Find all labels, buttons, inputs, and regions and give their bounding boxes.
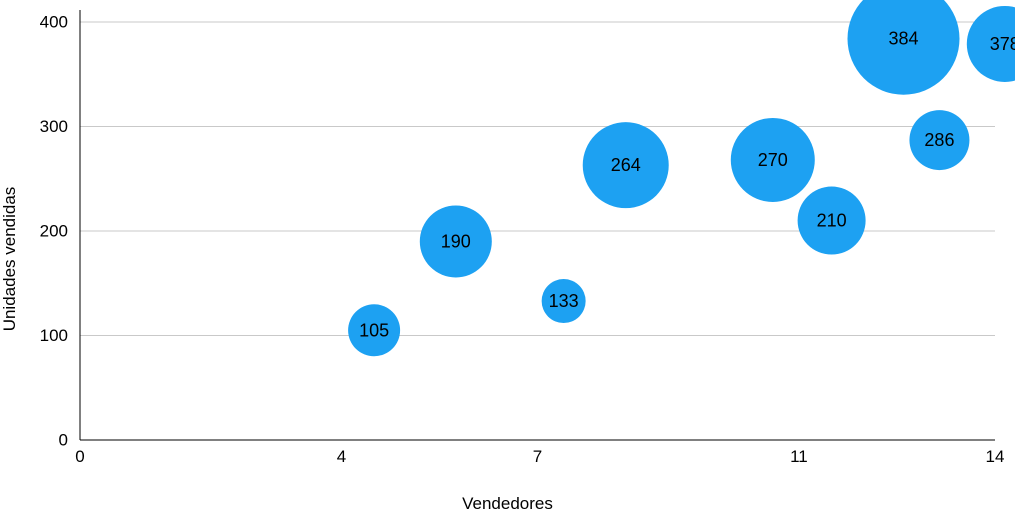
bubble-label: 384	[888, 29, 918, 49]
bubble-label: 378	[990, 34, 1015, 54]
bubbles: 105 190 133 264 270 210 384 286 378	[348, 0, 1015, 356]
y-tick-label: 100	[40, 326, 68, 345]
y-tick-label: 300	[40, 117, 68, 136]
bubble-label: 210	[817, 211, 847, 231]
x-tick-label: 11	[790, 447, 808, 466]
bubble-label: 264	[611, 155, 641, 175]
y-tick-label: 400	[40, 13, 68, 32]
y-tick-label: 0	[59, 431, 68, 450]
y-tick-label: 200	[40, 222, 68, 241]
chart-svg: 1051901332642702103842863780100200300400…	[80, 10, 1000, 460]
x-axis-title: Vendedores	[462, 494, 553, 514]
bubble-label: 133	[549, 291, 579, 311]
bubble-chart: Unidades vendidas Vendedores 105 190 133 26…	[0, 0, 1015, 518]
x-tick-labels: 0 4 7 11 14	[75, 447, 1004, 466]
y-tick-labels: 0 100 200 300 400	[40, 13, 68, 450]
bubble-label: 105	[359, 320, 389, 340]
plot-area: 1051901332642702103842863780100200300400…	[80, 10, 1000, 460]
bubble-label: 286	[924, 130, 954, 150]
x-tick-label: 7	[533, 447, 542, 466]
x-tick-label: 14	[986, 447, 1005, 466]
x-tick-label: 4	[337, 447, 346, 466]
bubble-label: 190	[441, 231, 471, 251]
y-axis-title: Unidades vendidas	[0, 187, 20, 332]
bubble-label: 270	[758, 150, 788, 170]
x-tick-label: 0	[75, 447, 84, 466]
